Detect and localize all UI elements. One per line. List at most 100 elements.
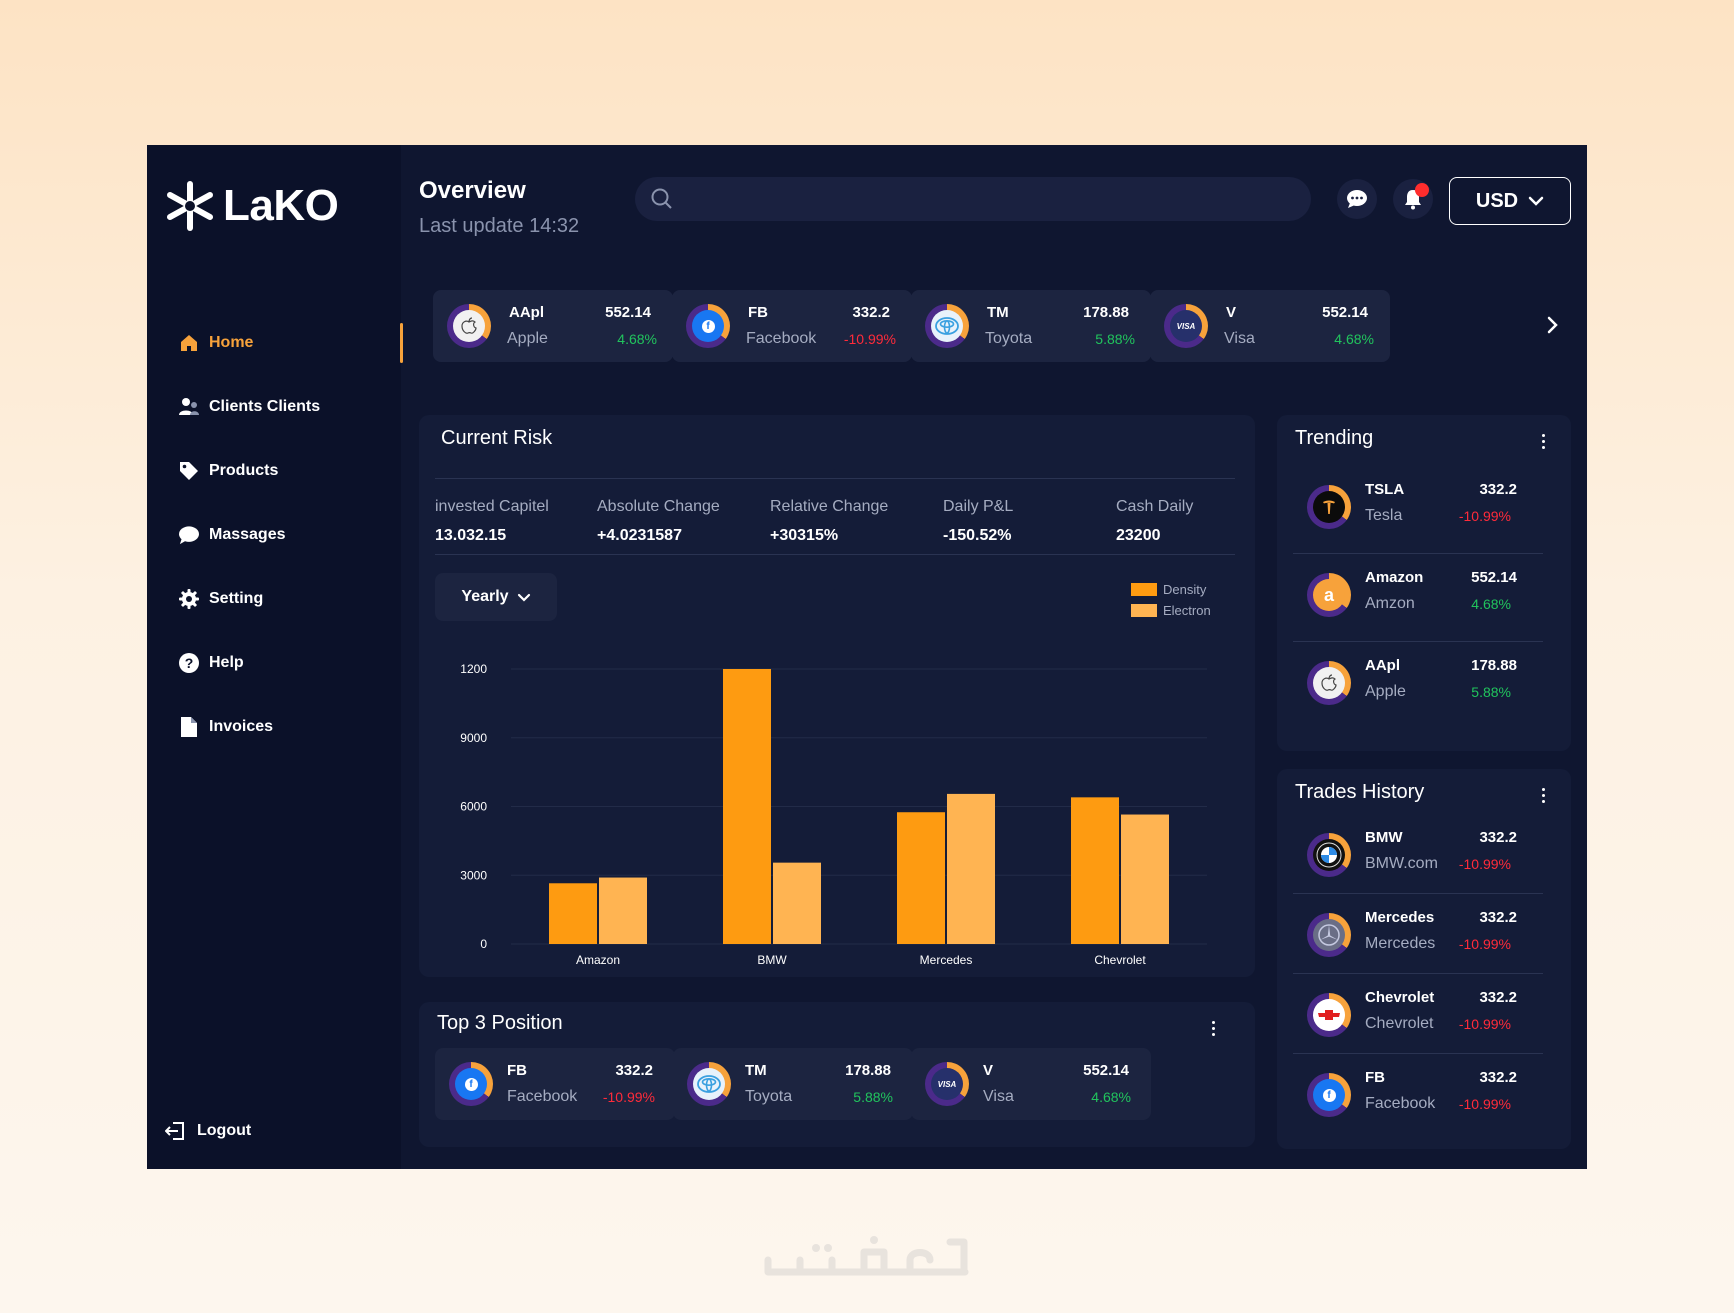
ticker-symbol: V — [1226, 304, 1237, 321]
sidebar-item-label: Clients Clients — [209, 398, 321, 415]
bar-electron-mercedes[interactable] — [947, 793, 995, 944]
ticker-card[interactable]: VISA V Visa 552.14 4.68% — [1150, 290, 1390, 362]
list-item-name: Apple — [1365, 683, 1406, 700]
y-tick-label: 6000 — [460, 800, 487, 814]
toyota-logo-icon — [687, 1062, 731, 1106]
list-item-price: 332.2 — [1479, 1069, 1517, 1086]
position-card[interactable]: TM Toyota 178.88 5.88% — [673, 1048, 913, 1120]
period-select[interactable]: Yearly — [435, 573, 557, 621]
list-item-symbol: FB — [1365, 1069, 1385, 1086]
bar-density-chevrolet[interactable] — [1071, 797, 1119, 944]
tag-icon — [179, 461, 199, 481]
bar-electron-chevrolet[interactable] — [1121, 814, 1169, 944]
sidebar-item-home[interactable]: Home — [147, 311, 403, 375]
metric-label: invested Capitel — [435, 498, 549, 515]
legend-label: Electron — [1163, 603, 1211, 618]
trending-menu-button[interactable] — [1533, 431, 1553, 451]
chevron-down-icon — [1528, 196, 1544, 206]
apple-logo-icon — [447, 304, 491, 348]
chevron-down-icon — [517, 593, 530, 602]
sidebar-item-setting[interactable]: Setting — [147, 567, 401, 631]
ticker-next-button[interactable] — [1541, 313, 1565, 337]
sidebar-item-products[interactable]: Products — [147, 439, 401, 503]
svg-text:?: ? — [185, 655, 194, 671]
facebook-logo-icon: f — [1307, 1073, 1351, 1117]
sidebar-item-invoices[interactable]: Invoices — [147, 695, 401, 759]
visa-logo-icon: VISA — [925, 1062, 969, 1106]
sidebar-item-help[interactable]: ? Help — [147, 631, 401, 695]
dashboard-window: LaKO Home Clients Clients Products — [147, 145, 1587, 1169]
trades-history-menu-button[interactable] — [1533, 785, 1553, 805]
list-item[interactable]: a Amazon Amzon 552.14 4.68% — [1293, 555, 1543, 635]
bar-density-mercedes[interactable] — [897, 812, 945, 944]
page-title: Overview — [419, 177, 526, 204]
ticker-price: 332.2 — [852, 304, 890, 321]
x-tick-label: Mercedes — [920, 953, 973, 967]
notifications-button[interactable] — [1393, 179, 1433, 219]
search-input[interactable] — [685, 190, 1285, 208]
sidebar-item-messages[interactable]: Massages — [147, 503, 401, 567]
current-risk-title: Current Risk — [441, 427, 553, 449]
position-price: 552.14 — [1083, 1062, 1129, 1079]
bar-density-bmw[interactable] — [723, 669, 771, 944]
list-item[interactable]: AApl Apple 178.88 5.88% — [1293, 643, 1543, 723]
facebook-logo-icon: f — [686, 304, 730, 348]
list-item-name: Tesla — [1365, 507, 1403, 524]
top-positions-menu-button[interactable] — [1203, 1018, 1223, 1038]
bar-density-amazon[interactable] — [549, 883, 597, 944]
list-item[interactable]: Mercedes Mercedes 332.2 -10.99% — [1293, 895, 1543, 975]
list-item-change: 5.88% — [1471, 684, 1511, 700]
position-card[interactable]: f FB Facebook 332.2 -10.99% — [435, 1048, 675, 1120]
sidebar-item-label: Massages — [209, 526, 286, 543]
ticker-name: Visa — [1224, 330, 1255, 347]
metric-label: Daily P&L — [943, 498, 1014, 515]
messages-button[interactable] — [1337, 179, 1377, 219]
bar-electron-amazon[interactable] — [599, 877, 647, 944]
sidebar-item-label: Help — [209, 654, 244, 671]
y-tick-label: 9000 — [460, 731, 487, 745]
top-positions-title: Top 3 Position — [437, 1012, 563, 1034]
x-tick-label: Chevrolet — [1094, 953, 1146, 967]
list-item-symbol: Amazon — [1365, 569, 1424, 586]
list-item-name: Amzon — [1365, 595, 1415, 612]
list-item-change: -10.99% — [1458, 1016, 1511, 1032]
position-card[interactable]: VISA V Visa 552.14 4.68% — [911, 1048, 1151, 1120]
currency-select[interactable]: USD — [1449, 177, 1571, 225]
ticker-price: 552.14 — [605, 304, 651, 321]
ticker-card[interactable]: TM Toyota 178.88 5.88% — [911, 290, 1151, 362]
search-bar[interactable] — [635, 177, 1311, 221]
divider — [435, 554, 1235, 555]
logout-button[interactable]: Logout — [165, 1121, 251, 1141]
divider — [1293, 553, 1543, 554]
list-item[interactable]: BMW BMW.com 332.2 -10.99% — [1293, 815, 1543, 895]
metric-label: Absolute Change — [597, 498, 720, 515]
list-item[interactable]: TSLA Tesla 332.2 -10.99% — [1293, 467, 1543, 547]
list-item-symbol: BMW — [1365, 829, 1403, 846]
gear-icon — [179, 589, 199, 609]
ticker-card[interactable]: f FB Facebook 332.2 -10.99% — [672, 290, 912, 362]
list-item[interactable]: f FB Facebook 332.2 -10.99% — [1293, 1055, 1543, 1135]
sidebar-item-clients[interactable]: Clients Clients — [147, 375, 401, 439]
logo[interactable]: LaKO — [165, 179, 339, 233]
logo-text: LaKO — [223, 181, 339, 230]
home-icon — [179, 333, 199, 353]
apple-logo-icon — [1307, 661, 1351, 705]
list-item-symbol: Mercedes — [1365, 909, 1435, 926]
list-item-price: 332.2 — [1479, 989, 1517, 1006]
position-change: 5.88% — [853, 1089, 893, 1105]
list-item-name: Chevrolet — [1365, 1015, 1434, 1032]
period-label: Yearly — [461, 588, 509, 605]
sidebar-item-label: Home — [209, 334, 254, 351]
amazon-logo-icon: a — [1307, 573, 1351, 617]
list-item[interactable]: Chevrolet Chevrolet 332.2 -10.99% — [1293, 975, 1543, 1055]
ticker-card[interactable]: AApl Apple 552.14 4.68% — [433, 290, 673, 362]
ticker-price: 552.14 — [1322, 304, 1368, 321]
chevron-right-icon — [1547, 316, 1558, 334]
legend-item: Electron — [1131, 600, 1211, 621]
logout-label: Logout — [197, 1122, 252, 1139]
bar-electron-bmw[interactable] — [773, 862, 821, 944]
legend-swatch-density — [1131, 583, 1157, 596]
list-item-change: -10.99% — [1458, 856, 1511, 872]
bar-chart: 0 3000 6000 9000 1200 Amazon BMW Mercedes Chevro… — [460, 662, 1207, 967]
ticker-change: -10.99% — [843, 331, 896, 347]
